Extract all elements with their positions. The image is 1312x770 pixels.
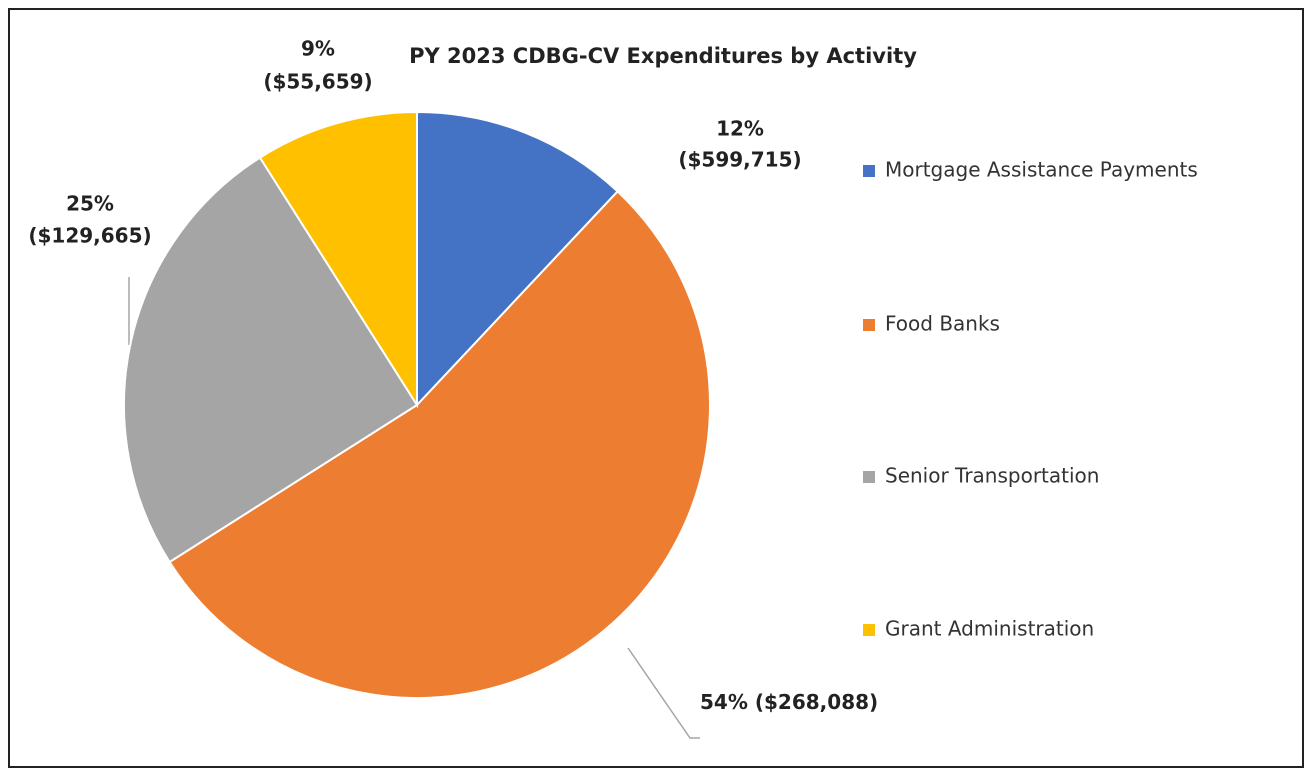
chart-title: PY 2023 CDBG-CV Expenditures by Activity [409,44,917,68]
pie-slice [123,156,419,564]
data-label-amount: ($268,088) [755,690,878,714]
data-label: ($55,659) [263,70,372,94]
legend-swatch [863,624,875,636]
pie-slice [416,110,619,408]
legend-swatch [863,165,875,177]
legend-swatch [863,319,875,331]
data-label: 54% ($268,088) [700,690,878,714]
pie-slice [168,189,711,699]
data-label: ($129,665) [28,224,151,248]
data-label: ($599,715) [678,148,801,172]
legend-label: Senior Transportation [885,464,1099,488]
data-label-percent: 54% [700,690,748,714]
legend-label: Grant Administration [885,617,1094,641]
data-label: 25% [66,192,114,216]
legend-swatch [863,471,875,483]
legend-label: Mortgage Assistance Payments [885,158,1198,182]
pie-slice [258,110,418,409]
leader-line [627,647,700,739]
data-label: 12% [716,117,764,141]
data-label: 9% [301,37,335,61]
legend-label: Food Banks [885,312,1000,336]
